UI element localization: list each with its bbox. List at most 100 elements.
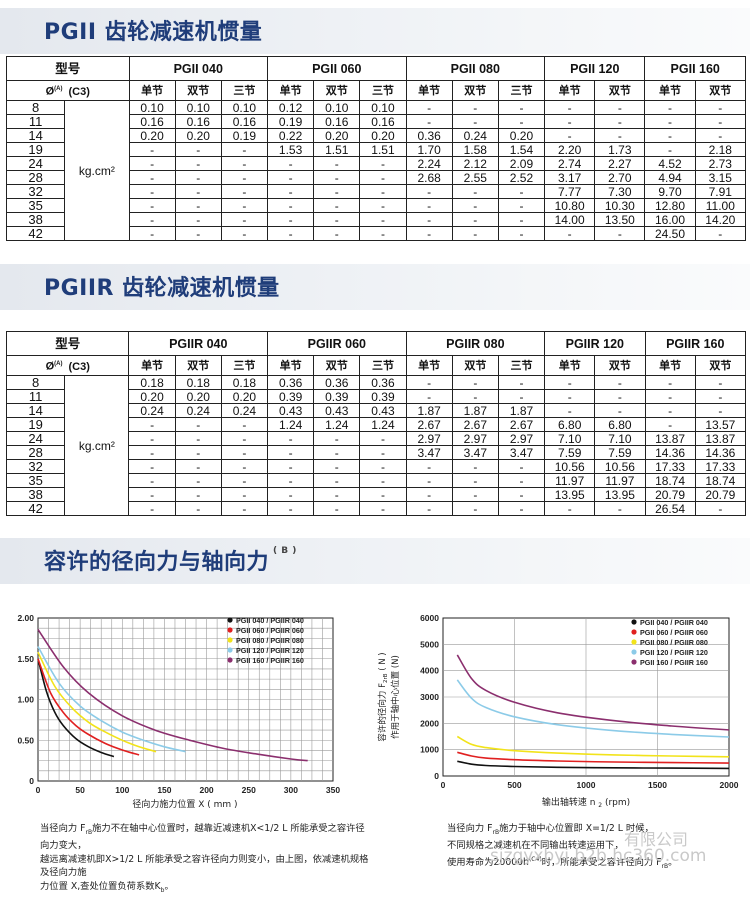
legend-marker [227,657,233,663]
inertia-value: 0.18 [174,375,222,390]
inertia-value: 17.33 [694,459,747,474]
inertia-value: - [497,226,546,241]
stage-header: 单节 [644,80,696,101]
inertia-value: 9.70 [644,184,696,199]
inertia-value: - [174,487,222,502]
inertia-value: - [267,212,315,227]
inertia-value: - [544,114,596,129]
inertia-value: - [267,501,315,516]
inertia-value: 1.54 [497,142,546,157]
inertia-value: - [544,226,596,241]
inertia-value: - [128,226,176,241]
inertia-value: 0.24 [220,403,269,418]
inertia-value: - [594,403,646,418]
inertia-value: 1.51 [359,142,407,157]
inertia-value: 0.19 [220,128,269,143]
inertia-value: 17.33 [644,459,696,474]
inertia-value: - [174,459,222,474]
section-header-pgii: PGII 齿轮减速机惯量 [0,8,750,54]
inertia-value: 0.20 [174,389,222,404]
inertia-value: - [644,114,696,129]
x-tick-label: 1500 [648,780,667,790]
inertia-value: - [405,501,453,516]
inertia-value: - [497,184,546,199]
inertia-value: - [220,459,269,474]
y-tick-label: 1.00 [17,695,34,705]
shaft-size: 32 [5,184,66,199]
section-title-pgiir: PGIIR 齿轮减速机惯量 [44,276,280,301]
y-tick-label: 0 [434,771,439,781]
inertia-value: 2.27 [594,156,646,171]
inertia-value: - [644,389,696,404]
inertia-value: - [694,375,747,390]
inertia-value: 2.97 [405,431,453,446]
x-tick-label: 350 [326,785,340,795]
inertia-value: - [594,114,646,129]
inertia-value: 0.20 [128,389,176,404]
inertia-value: - [267,431,315,446]
inertia-value: 11.97 [594,473,646,488]
inertia-value: - [174,170,222,185]
shaft-size: 14 [5,128,66,143]
inertia-value: - [220,501,269,516]
inertia-value: 3.47 [497,445,546,460]
inertia-value: 13.57 [694,417,747,432]
stage-header: 单节 [267,80,315,101]
inertia-value: - [128,198,176,213]
y-tick-label: 1.50 [17,654,34,664]
inertia-value: 0.20 [497,128,546,143]
inertia-value: - [313,184,361,199]
table-row: 11 0.16 0.16 0.16 0.19 0.16 0.16- - - - - - - [5,114,747,129]
inertia-value: - [451,198,499,213]
inertia-value: 0.24 [128,403,176,418]
legend-label: PGII 040 / PGIIR 040 [640,618,708,627]
inertia-value: - [128,170,176,185]
y-tick-label: 2.00 [17,613,34,623]
inertia-value: 0.20 [313,128,361,143]
inertia-value: - [544,403,596,418]
table-row: 32- - - - - - - - -10.56 10.56 17.33 17.33 [5,459,747,474]
y-tick-label: 4000 [420,666,439,676]
caption-left: 当径向力 FrB施力不在轴中心位置时，越靠近减速机X<1/2 L 所能承受之容许… [40,823,369,894]
inertia-value: - [451,459,499,474]
series-line [456,679,730,738]
stage-header: 三节 [497,355,546,376]
inertia-value: - [694,403,747,418]
section-title-forces: 容许的径向力与轴向力( B ) [44,546,297,575]
inertia-value: 0.22 [267,128,315,143]
stage-header: 双节 [174,80,222,101]
inertia-value: 6.80 [594,417,646,432]
inertia-value: - [220,184,269,199]
inertia-value: 2.52 [497,170,546,185]
stage-header: 双节 [694,80,747,101]
inertia-value: - [644,142,696,157]
legend-marker [631,649,637,655]
inertia-value: - [359,212,407,227]
inertia-table-pgii: 型号 PGII 040 PGII 060 PGII 080 PGII 120 PGII 1… [5,56,747,241]
shaft-size: 24 [5,156,66,171]
inertia-value: 14.20 [694,212,747,227]
watermark-url: sjzgyxbyj.b2b.hc360.com [490,846,707,866]
legend-label: PGII 160 / PGIIR 160 [640,658,708,667]
inertia-value: - [313,473,361,488]
shaft-size: 28 [5,170,66,185]
y-tick-label: 0.50 [17,735,34,745]
y-tick-label: 3000 [420,692,439,702]
x-tick-label: 2000 [720,780,739,790]
inertia-value: 4.52 [644,156,696,171]
shaft-size: 11 [5,114,66,129]
shaft-size: 32 [5,459,66,474]
inertia-value: - [451,212,499,227]
inertia-value: - [405,212,453,227]
inertia-value: 0.16 [313,114,361,129]
inertia-value: - [594,128,646,143]
inertia-value: 2.18 [694,142,747,157]
series-line [37,658,140,756]
inertia-value: - [313,212,361,227]
inertia-value: - [220,198,269,213]
section-header-pgiir: PGIIR 齿轮减速机惯量 [0,264,750,310]
inertia-value: 1.87 [405,403,453,418]
inertia-value: 0.36 [359,375,407,390]
inertia-value: - [128,156,176,171]
shaft-size: 8 [5,100,66,115]
